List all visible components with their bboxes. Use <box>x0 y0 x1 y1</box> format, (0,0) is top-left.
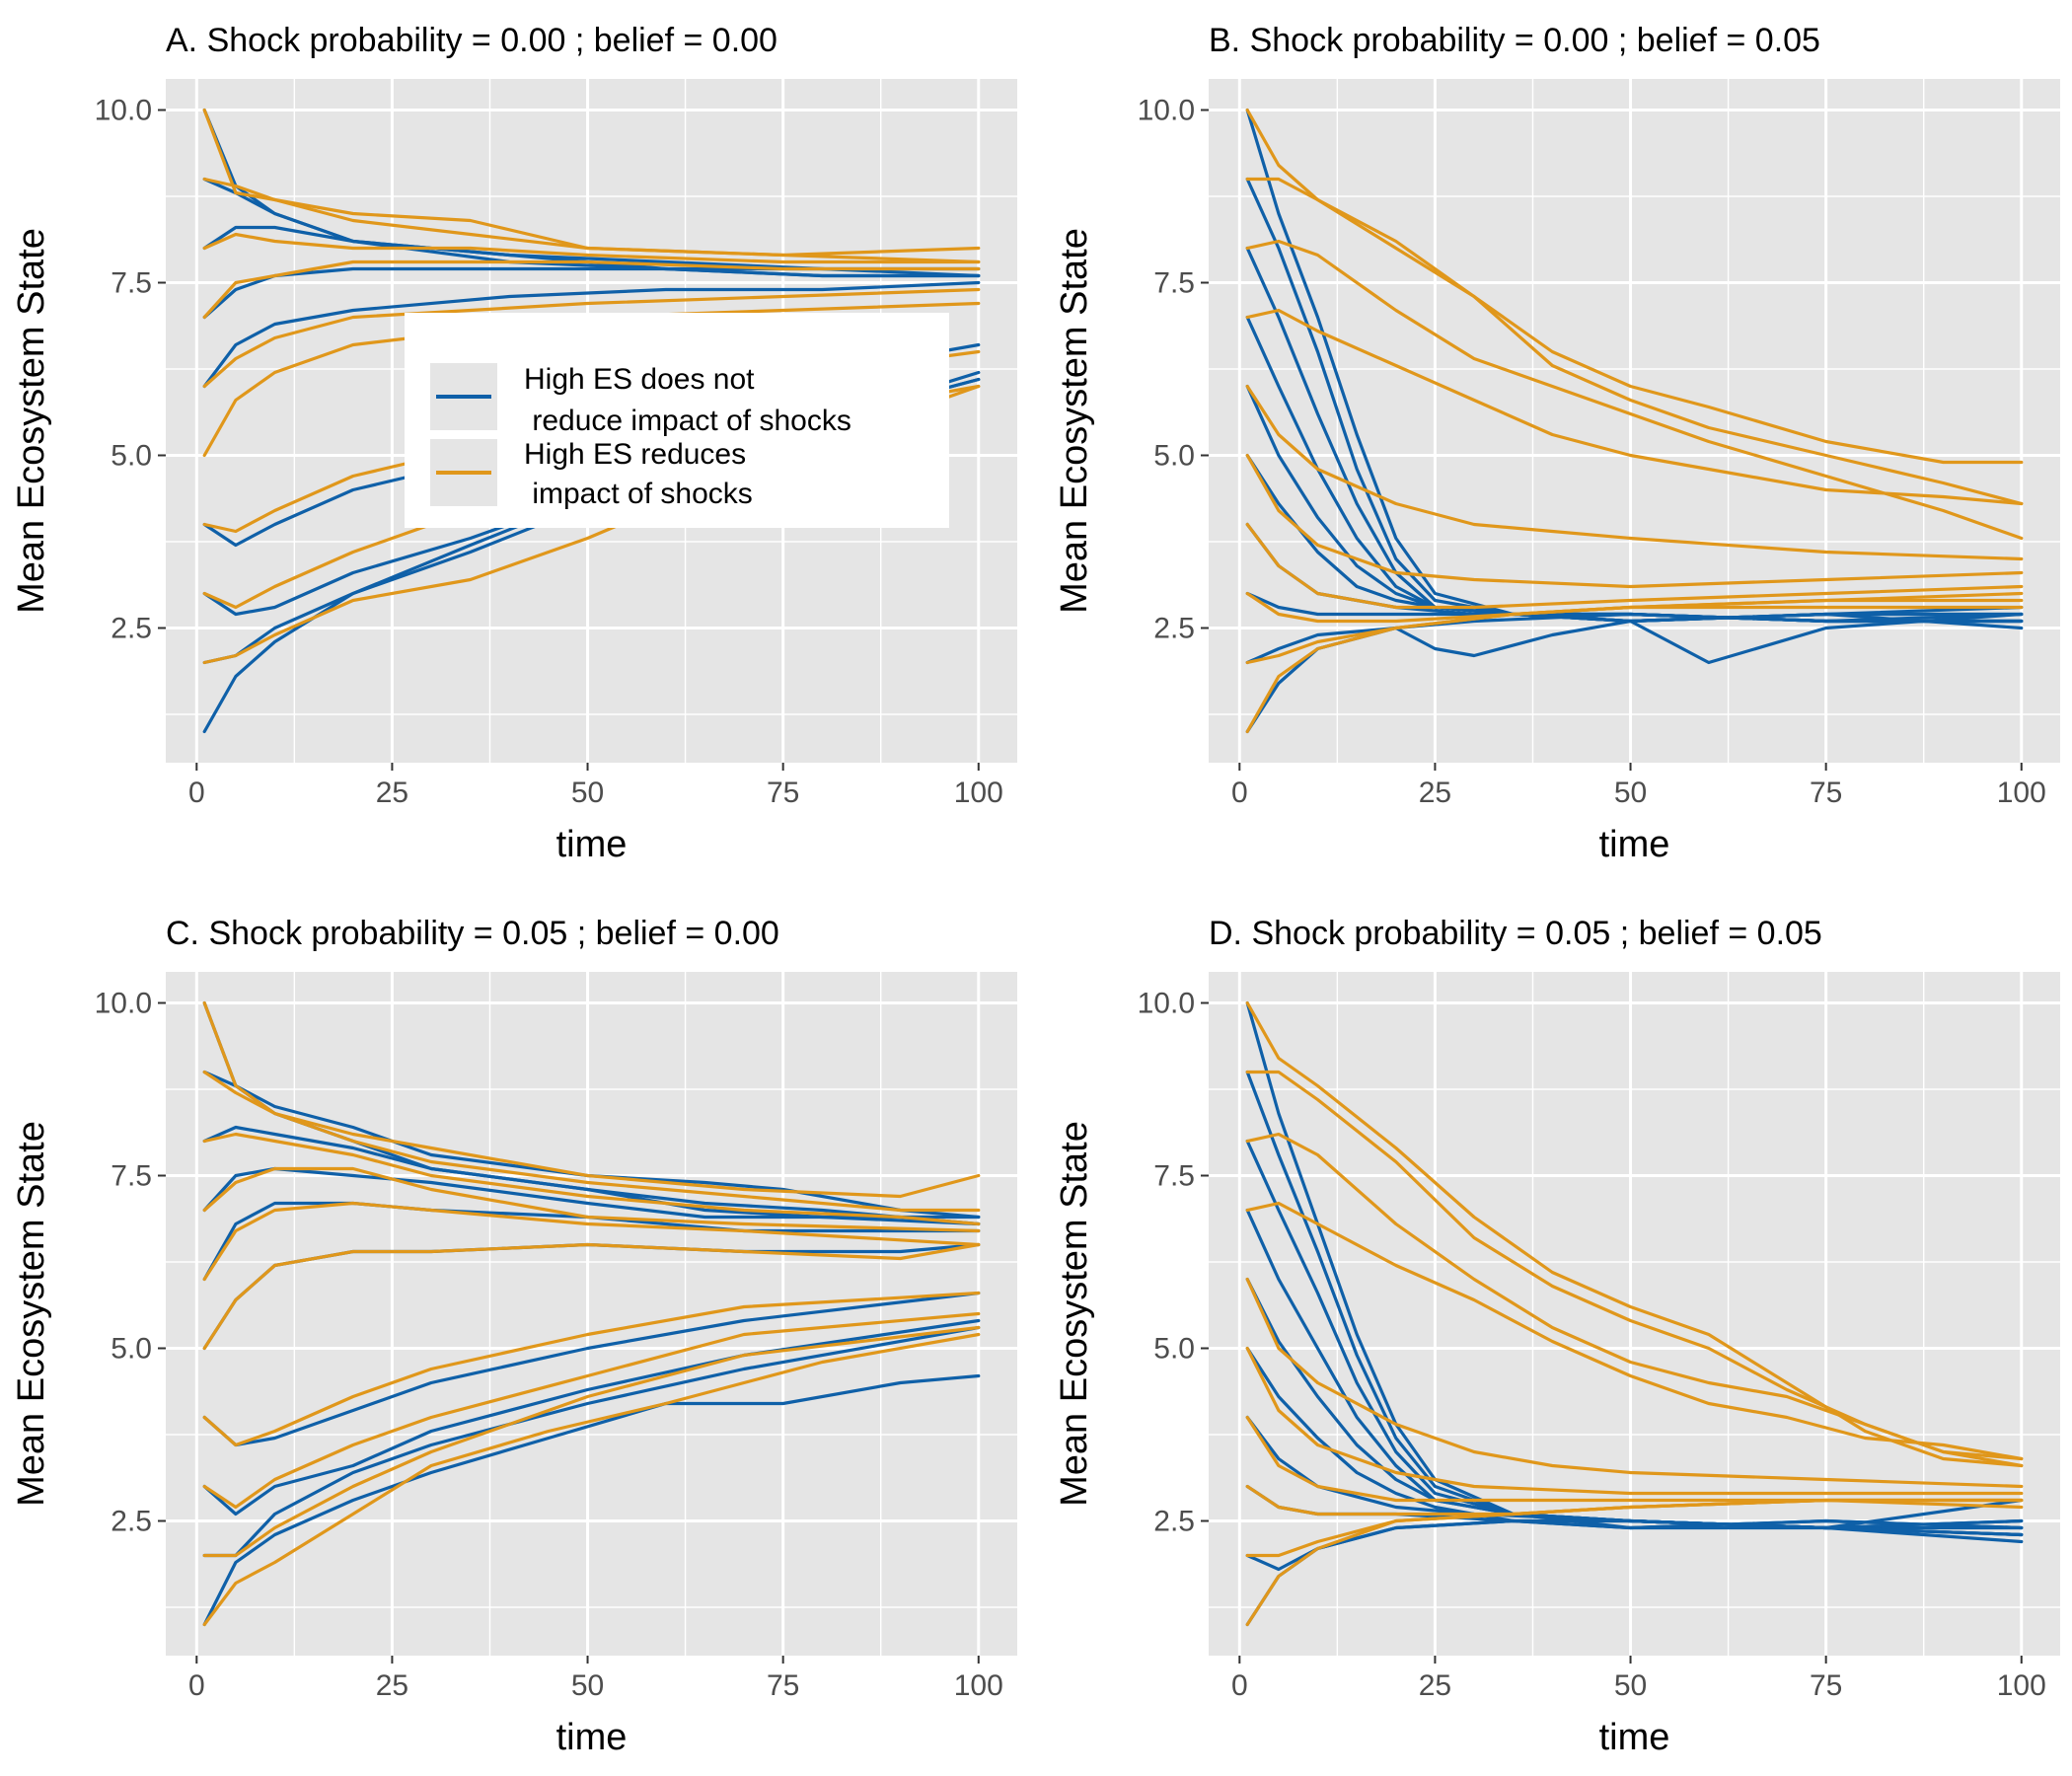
x-tick-label: 75 <box>1810 1669 1842 1702</box>
y-axis-title: Mean Ecosystem State <box>11 1121 52 1507</box>
series-line-reduction-11 <box>1245 177 2024 506</box>
series-line-reduction-10 <box>1245 108 2024 465</box>
panel-background <box>166 972 1017 1656</box>
series-line-no-reduction-3 <box>202 1166 981 1220</box>
x-axis-title: time <box>1599 1717 1670 1758</box>
series-line-no-reduction-4 <box>202 280 981 389</box>
series-line-no-reduction-0 <box>202 1000 981 1220</box>
y-tick-label: 10.0 <box>95 95 152 127</box>
x-axis-title: time <box>556 824 628 865</box>
y-tick-label: 5.0 <box>1153 1333 1195 1366</box>
x-tick-label: 100 <box>954 1669 1003 1702</box>
x-tick-label: 100 <box>1997 777 2046 809</box>
legend-label-orange-line1: High ES reduces <box>524 438 746 471</box>
x-tick-label: 50 <box>1614 777 1647 809</box>
series-line-reduction-19 <box>1245 1498 2024 1627</box>
series-line-no-reduction-2 <box>202 1125 981 1226</box>
series-line-reduction-10 <box>1245 1000 2024 1468</box>
series-line-no-reduction-8 <box>1245 612 2024 665</box>
x-tick-label: 50 <box>1614 1669 1647 1702</box>
series-line-reduction-10 <box>202 177 981 264</box>
series-line-reduction-12 <box>202 259 981 320</box>
panel-c: 0 25 50 75 100 2.5 5.0 7.5 10.0 C. Shock probabil… <box>11 915 1017 1758</box>
series-line-reduction-19 <box>202 1332 981 1627</box>
series-line-reduction-11 <box>202 232 981 264</box>
y-tick-label: 2.5 <box>1153 1506 1195 1538</box>
y-tick-label: 2.5 <box>111 1506 152 1538</box>
y-axis-title: Mean Ecosystem State <box>1054 228 1095 614</box>
series-line-reduction-14 <box>1245 384 2024 561</box>
panel-b: 0 25 50 75 100 2.5 5.0 7.5 10.0 B. Shock probabil… <box>1054 22 2060 865</box>
x-tick-label: 25 <box>376 1669 408 1702</box>
series-line-reduction-12 <box>202 1132 981 1226</box>
panel-background <box>1209 972 2060 1656</box>
x-tick-label: 100 <box>954 777 1003 809</box>
x-tick-label: 50 <box>571 777 604 809</box>
y-tick-label: 7.5 <box>111 267 152 300</box>
panels-group: 0 25 50 75 100 2.5 5.0 7.5 10.0 A. Shock probabil… <box>11 22 2060 1758</box>
panel-title: D. Shock probability = 0.05 ; belief = 0… <box>1209 915 1822 952</box>
legend: High ES does not reduce impact of shocks… <box>405 313 949 528</box>
x-tick-label: 0 <box>1231 1669 1248 1702</box>
legend-label-orange-line2: impact of shocks <box>524 478 753 510</box>
x-tick-label: 50 <box>571 1669 604 1702</box>
series-line-no-reduction-8 <box>202 1325 981 1558</box>
x-axis-title: time <box>1599 824 1670 865</box>
y-tick-label: 7.5 <box>1153 1160 1195 1193</box>
x-tick-label: 0 <box>188 777 205 809</box>
series-line-reduction-14 <box>202 1201 981 1282</box>
series-line-reduction-15 <box>202 1242 981 1351</box>
x-tick-label: 0 <box>188 1669 205 1702</box>
x-tick-label: 25 <box>1419 1669 1451 1702</box>
y-tick-label: 10.0 <box>1138 988 1195 1020</box>
series-line-reduction-11 <box>202 1070 981 1213</box>
x-tick-label: 75 <box>767 1669 799 1702</box>
series-line-reduction-13 <box>1245 1201 2024 1461</box>
y-tick-label: 5.0 <box>1153 440 1195 473</box>
series-line-no-reduction-3 <box>202 266 981 320</box>
x-tick-label: 100 <box>1997 1669 2046 1702</box>
y-axis-title: Mean Ecosystem State <box>1054 1121 1095 1507</box>
legend-label-blue-line2: reduce impact of shocks <box>524 405 851 437</box>
x-tick-label: 25 <box>1419 777 1451 809</box>
y-tick-label: 5.0 <box>111 1333 152 1366</box>
series-line-reduction-15 <box>1245 1346 2024 1496</box>
series-line-reduction-12 <box>1245 239 2024 541</box>
y-tick-label: 7.5 <box>1153 267 1195 300</box>
panel-title: A. Shock probability = 0.00 ; belief = 0… <box>166 22 777 59</box>
series-line-reduction-19 <box>1245 605 2024 734</box>
panel-d: 0 25 50 75 100 2.5 5.0 7.5 10.0 D. Shock probabil… <box>1054 915 2060 1758</box>
series-line-no-reduction-9 <box>202 1373 981 1627</box>
x-axis-title: time <box>556 1717 628 1758</box>
panel-title: C. Shock probability = 0.05 ; belief = 0… <box>166 915 779 952</box>
x-tick-label: 75 <box>1810 777 1842 809</box>
x-tick-label: 0 <box>1231 777 1248 809</box>
y-tick-label: 7.5 <box>111 1160 152 1193</box>
y-tick-label: 10.0 <box>1138 95 1195 127</box>
series-line-reduction-16 <box>202 1291 981 1447</box>
series-line-reduction-13 <box>202 1166 981 1233</box>
series-line-no-reduction-7 <box>1245 591 2024 630</box>
panel-title: B. Shock probability = 0.00 ; belief = 0… <box>1209 22 1820 59</box>
legend-label-blue-line1: High ES does not <box>524 363 755 396</box>
series-line-reduction-15 <box>1245 453 2024 589</box>
y-axis-title: Mean Ecosystem State <box>11 228 52 614</box>
series-line-reduction-17 <box>202 1311 981 1510</box>
series-line-reduction-14 <box>1245 1277 2024 1489</box>
x-tick-label: 25 <box>376 777 408 809</box>
y-tick-label: 10.0 <box>95 988 152 1020</box>
y-tick-label: 2.5 <box>1153 613 1195 645</box>
series-line-reduction-10 <box>202 1000 981 1199</box>
series-line-reduction-13 <box>1245 308 2024 506</box>
x-tick-label: 75 <box>767 777 799 809</box>
series-line-reduction-18 <box>202 1325 981 1558</box>
panel-background <box>1209 79 2060 763</box>
series-line-reduction-12 <box>1245 1132 2024 1468</box>
y-tick-label: 2.5 <box>111 613 152 645</box>
series-line-reduction-16 <box>1245 522 2024 610</box>
y-tick-label: 5.0 <box>111 440 152 473</box>
